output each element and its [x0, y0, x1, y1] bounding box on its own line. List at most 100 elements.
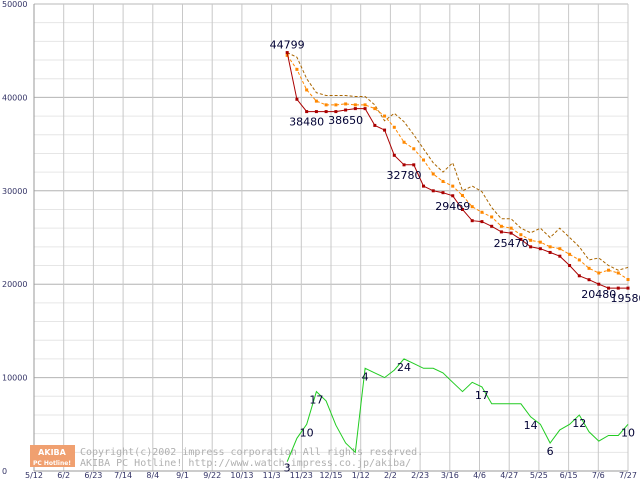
series-group [285, 51, 630, 462]
series-1-point [451, 184, 455, 188]
series-1-point [529, 238, 533, 242]
x-tick-label: 7/27 [619, 471, 637, 480]
series-1-point [431, 172, 435, 176]
series-1-point [558, 247, 562, 251]
series-1-point [460, 193, 464, 197]
series-0-point [460, 207, 464, 211]
series-1-point [373, 107, 377, 111]
data-label: 6 [547, 445, 554, 458]
data-label: 44799 [270, 39, 305, 52]
series-0-point [431, 189, 435, 193]
series-0-point [499, 230, 503, 234]
series-0-point [568, 264, 572, 268]
series-1-point [548, 245, 552, 249]
y-tick-label: 0 [2, 467, 7, 476]
series-0-point [383, 128, 387, 132]
series-0-point [490, 224, 494, 228]
chart-grid [33, 3, 629, 472]
x-tick-label: 5/12 [25, 471, 43, 480]
series-1-point [412, 147, 416, 151]
series-0-point [344, 108, 348, 112]
x-axis: 5/12 6/2 6/23 7/14 8/4 9/1 9/22 10/13 11/3 11/23 1… [25, 471, 637, 480]
series-1-point [305, 88, 309, 92]
data-label: 4 [362, 370, 369, 383]
series-1-point [334, 103, 338, 107]
x-tick-label: 6/15 [560, 471, 578, 480]
y-tick-label: 30000 [2, 187, 27, 196]
data-label: 3 [284, 462, 291, 475]
data-label: 20480 [581, 288, 616, 301]
series-1-point [509, 226, 513, 230]
data-label: 17 [309, 394, 323, 407]
point-labels: 44799 38480 38650 32780 29469 25470 2048019580… [270, 39, 640, 475]
data-label: 38650 [328, 114, 363, 127]
series-1-point [353, 103, 357, 107]
series-1-point [285, 53, 289, 57]
logo-bottom-text: PC Hotline! [33, 460, 71, 467]
series-1-point [538, 240, 542, 244]
data-label: 25470 [494, 237, 529, 250]
series-1-point [626, 278, 630, 282]
series-0-point [285, 51, 289, 55]
series-0-point [616, 286, 620, 290]
series-1-point [392, 125, 396, 129]
data-label: 38480 [289, 116, 324, 129]
series-0-point [538, 247, 542, 251]
series-0-point [314, 110, 318, 114]
series-0-point [451, 194, 455, 198]
series-0-point [441, 191, 445, 195]
series-1-point [402, 140, 406, 144]
series-0-point [402, 163, 406, 167]
series-1-point [616, 271, 620, 275]
series-0-point [295, 97, 299, 101]
series-1-point [295, 67, 299, 71]
series-0-point [334, 110, 338, 114]
series-1-point [363, 103, 367, 107]
series-1-point [470, 205, 474, 209]
series-1-point [499, 224, 503, 228]
data-label: 19580 [611, 292, 640, 305]
series-0-point [509, 231, 513, 235]
x-tick-label: 2/2 [384, 471, 397, 480]
data-label: 10 [621, 426, 635, 439]
series-0-point [412, 163, 416, 167]
series-1-point [587, 266, 591, 270]
x-tick-label: 5/25 [530, 471, 548, 480]
data-label: 10 [300, 426, 314, 439]
url-text: AKIBA PC Hotline! http://www.watch.impre… [80, 458, 411, 469]
x-tick-label: 4/27 [500, 471, 518, 480]
x-tick-label: 9/22 [203, 471, 221, 480]
x-tick-label: 2/23 [411, 471, 429, 480]
series-line-1 [286, 55, 629, 280]
series-0-point [577, 274, 581, 278]
series-1-point [607, 268, 611, 272]
x-tick-label: 9/1 [176, 471, 189, 480]
series-0-point [626, 286, 630, 290]
x-tick-label: 6/2 [57, 471, 70, 480]
series-0-point [373, 123, 377, 127]
data-label: 17 [475, 389, 489, 402]
data-label: 24 [397, 361, 411, 374]
y-tick-label: 20000 [2, 280, 27, 289]
series-1-point [383, 114, 387, 118]
series-1-point [422, 158, 426, 162]
series-1-point [577, 258, 581, 262]
data-label: 29469 [435, 200, 470, 213]
x-tick-label: 8/4 [146, 471, 159, 480]
copyright-text: Copyright(c)2002 impress corporation All… [80, 447, 423, 458]
series-0-point [422, 184, 426, 188]
series-line-3 [286, 358, 629, 462]
x-tick-label: 12/15 [319, 471, 342, 480]
x-tick-label: 11/3 [263, 471, 281, 480]
y-tick-label: 40000 [2, 93, 27, 102]
logo-top-text: AKIBA [38, 448, 66, 457]
series-1-point [568, 252, 572, 256]
x-tick-label: 11/23 [290, 471, 313, 480]
series-1-point [324, 103, 328, 107]
series-0-point [305, 110, 309, 114]
x-tick-label: 10/13 [230, 471, 253, 480]
series-0-point [480, 220, 484, 224]
series-0-point [597, 282, 601, 286]
series-1-point [480, 210, 484, 214]
